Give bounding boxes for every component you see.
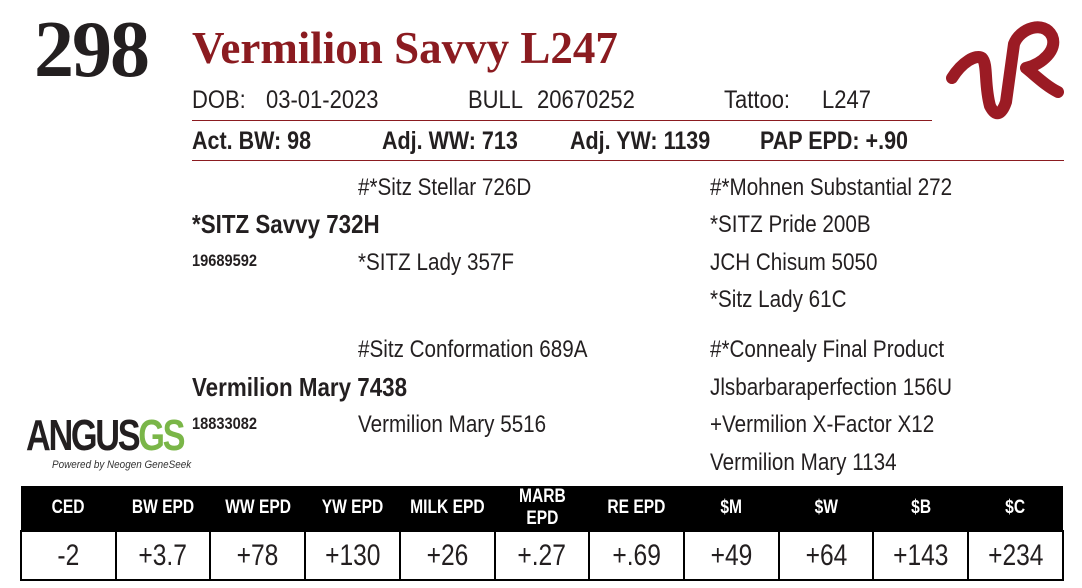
dam-dam-sire: +Vermilion X-Factor X12 [710, 411, 935, 438]
animal-name: Vermilion Savvy L247 [192, 23, 618, 73]
epd-value-milk: +26 [398, 530, 496, 581]
epd-header-w: $W [778, 486, 874, 531]
epd-value-ced: -2 [20, 530, 117, 581]
epd-value-yw: +130 [304, 530, 401, 581]
epd-value-c: +234 [967, 530, 1064, 581]
tattoo-label: Tattoo: [724, 86, 791, 114]
epd-header-b: $B [873, 486, 969, 531]
epd-header-marb: MARB EPD [494, 486, 590, 531]
epd-value-m: +49 [683, 530, 780, 581]
epd-header-ced: CED [21, 486, 116, 531]
dam-registration: 18833082 [192, 414, 258, 433]
angus-gs-logo: ANGUSGS [26, 411, 185, 460]
lot-number: 298 [34, 6, 150, 94]
epd-value-re: +.69 [588, 530, 686, 581]
epd-header-yw: YW EPD [305, 486, 400, 531]
epd-value-bw: +3.7 [114, 530, 212, 581]
pap-epd: PAP EPD: +.90 [760, 127, 908, 155]
sire-dam-dam: *Sitz Lady 61C [710, 286, 847, 313]
sex-value: BULL [468, 86, 524, 114]
dob-label: DOB: [192, 86, 246, 114]
sire-sire: #*Sitz Stellar 726D [358, 174, 532, 201]
epd-header-re: RE EPD [589, 486, 685, 531]
dob-value: 03-01-2023 [266, 86, 379, 114]
sire-dam: *SITZ Lady 357F [358, 249, 515, 276]
epd-header-bw: BW EPD [115, 486, 211, 531]
adj-ww: Adj. WW: 713 [382, 127, 518, 155]
divider-stats [192, 160, 1064, 161]
act-bw: Act. BW: 98 [192, 127, 312, 155]
vr-brand-logo [946, 21, 1064, 120]
sire-registration: 19689592 [192, 251, 258, 270]
epd-value-row: -2 +3.7 +78 +130 +26 +.27 +.69 +49 +64 +… [20, 530, 1064, 581]
epd-value-b: +143 [872, 530, 970, 581]
dam-sire: #Sitz Conformation 689A [358, 336, 588, 363]
sire-sire-sire: #*Mohnen Substantial 272 [710, 174, 953, 201]
dam-sire-sire: #*Connealy Final Product [710, 336, 945, 363]
epd-header-ww: WW EPD [210, 486, 306, 531]
tattoo-value: L247 [822, 86, 871, 114]
epd-header-row: CED BW EPD WW EPD YW EPD MILK EPD MARB E… [21, 486, 1063, 531]
adj-yw: Adj. YW: 1139 [570, 127, 711, 155]
dam-dam-dam: Vermilion Mary 1134 [710, 449, 897, 476]
angus-logo-text: ANGUS [26, 411, 141, 460]
registration-number: 20670252 [537, 86, 635, 114]
epd-header-c: $C [968, 486, 1063, 531]
epd-table: CED BW EPD WW EPD YW EPD MILK EPD MARB E… [20, 486, 1064, 581]
dam-name: Vermilion Mary 7438 [192, 372, 408, 402]
sire-dam-sire: JCH Chisum 5050 [710, 249, 878, 276]
gs-logo-text: GS [138, 411, 185, 460]
epd-value-w: +64 [777, 530, 875, 581]
powered-by-text: Powered by Neogen GeneSeek [52, 459, 192, 471]
sire-name: *SITZ Savvy 732H [192, 209, 380, 239]
epd-header-milk: MILK EPD [399, 486, 495, 531]
epd-value-ww: +78 [209, 530, 307, 581]
dam-sire-dam: Jlsbarbaraperfection 156U [710, 374, 953, 401]
dam-dam: Vermilion Mary 5516 [358, 411, 547, 438]
epd-header-m: $M [684, 486, 779, 531]
divider-top [192, 120, 932, 121]
sire-sire-dam: *SITZ Pride 200B [710, 211, 871, 238]
epd-value-marb: +.27 [493, 530, 591, 581]
